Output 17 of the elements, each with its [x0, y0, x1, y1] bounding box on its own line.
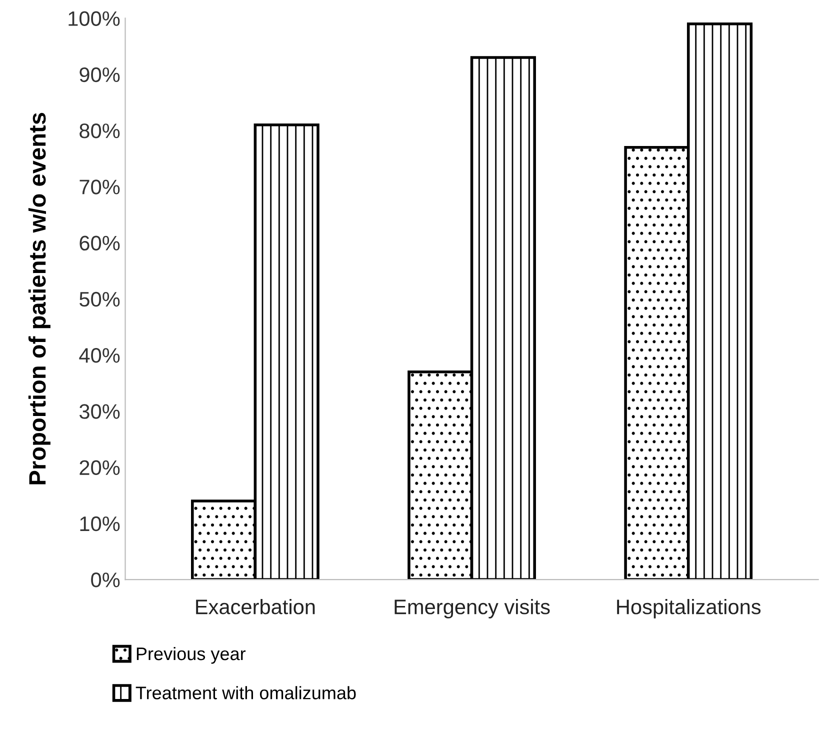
y-tick-label: 20%	[80, 460, 120, 476]
y-tick-label: 70%	[80, 180, 120, 194]
y-tick-label: 30%	[79, 404, 120, 419]
y-tick-label: 60%	[80, 236, 120, 251]
y-tick-label: 10%	[80, 516, 120, 532]
legend-label: Treatment with omalizumab	[136, 686, 356, 700]
y-tick-label: 0%	[91, 572, 120, 588]
y-axis-title: Proportion of patients w/o events	[28, 112, 50, 484]
y-tick-label: 100%	[68, 11, 120, 26]
x-tick-label: Emergency visits	[394, 599, 550, 618]
x-tick-label: Exacerbation	[196, 599, 315, 614]
y-tick-label: 80%	[80, 123, 120, 138]
y-tick-label: 50%	[80, 292, 120, 307]
y-tick-label: 40%	[79, 348, 120, 363]
x-tick-label: Hospitalizations	[617, 599, 761, 618]
legend-label: Previous year	[136, 646, 246, 664]
y-tick-label: 90%	[80, 67, 120, 82]
